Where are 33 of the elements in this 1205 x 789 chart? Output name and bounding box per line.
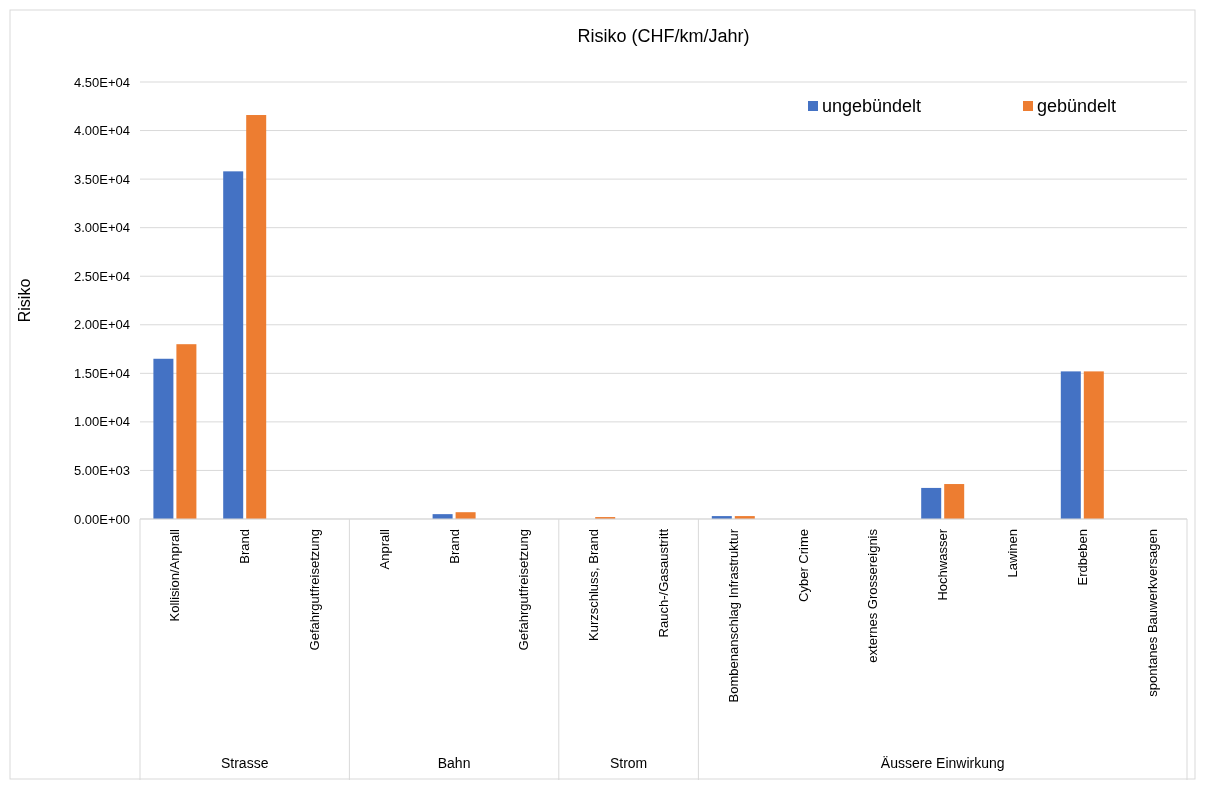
- y-tick-label: 3.00E+04: [73, 220, 130, 236]
- x-tick-label: Lawinen: [1005, 529, 1021, 578]
- x-tick-label: spontanes Bauwerkversagen: [1144, 529, 1160, 697]
- legend-label: gebündelt: [1037, 96, 1117, 117]
- x-tick-label: Anprall: [376, 528, 392, 570]
- y-tick-label: 0.00E+00: [73, 511, 130, 527]
- text: Äussere Einwirkung: [880, 755, 1005, 771]
- text: Bahn: [437, 755, 471, 771]
- x-tick-label: Brand: [446, 529, 462, 564]
- y-tick-label: 4.00E+04: [73, 123, 130, 139]
- legend-label: ungebündelt: [822, 96, 922, 117]
- x-tick-label: Cyber Crime: [795, 529, 811, 602]
- x-tick-label: Kollision/Anprall: [167, 528, 183, 622]
- y-tick-label: 3.50E+04: [73, 171, 130, 187]
- y-tick-label: 1.00E+04: [73, 414, 130, 430]
- x-tick-label: Hochwasser: [935, 528, 951, 601]
- x-tick-label: externes Grossereignis: [865, 528, 881, 663]
- text: Strom: [609, 755, 648, 771]
- chart-title: Risiko (CHF/km/Jahr): [577, 26, 750, 46]
- x-tick-label: Erdbeben: [1074, 529, 1090, 586]
- y-tick-label: 5.00E+03: [73, 462, 130, 478]
- x-tick-label: Bombenanschlag Infrastruktur: [725, 528, 741, 703]
- text: Strasse: [220, 755, 269, 771]
- y-axis-title: Risiko: [16, 278, 33, 323]
- y-tick-label: 2.00E+04: [73, 317, 130, 333]
- y-tick-label: 2.50E+04: [73, 268, 130, 284]
- x-tick-label: Gefahrgutfreisetzung: [516, 529, 532, 651]
- y-tick-label: 4.50E+04: [73, 74, 130, 90]
- y-tick-label: 1.50E+04: [73, 365, 130, 381]
- x-tick-label: Brand: [237, 529, 253, 564]
- x-tick-label: Rauch-/Gasaustritt: [656, 528, 672, 638]
- x-tick-label: Kurzschluss, Brand: [586, 529, 602, 641]
- x-tick-label: Gefahrgutfreisetzung: [307, 529, 323, 651]
